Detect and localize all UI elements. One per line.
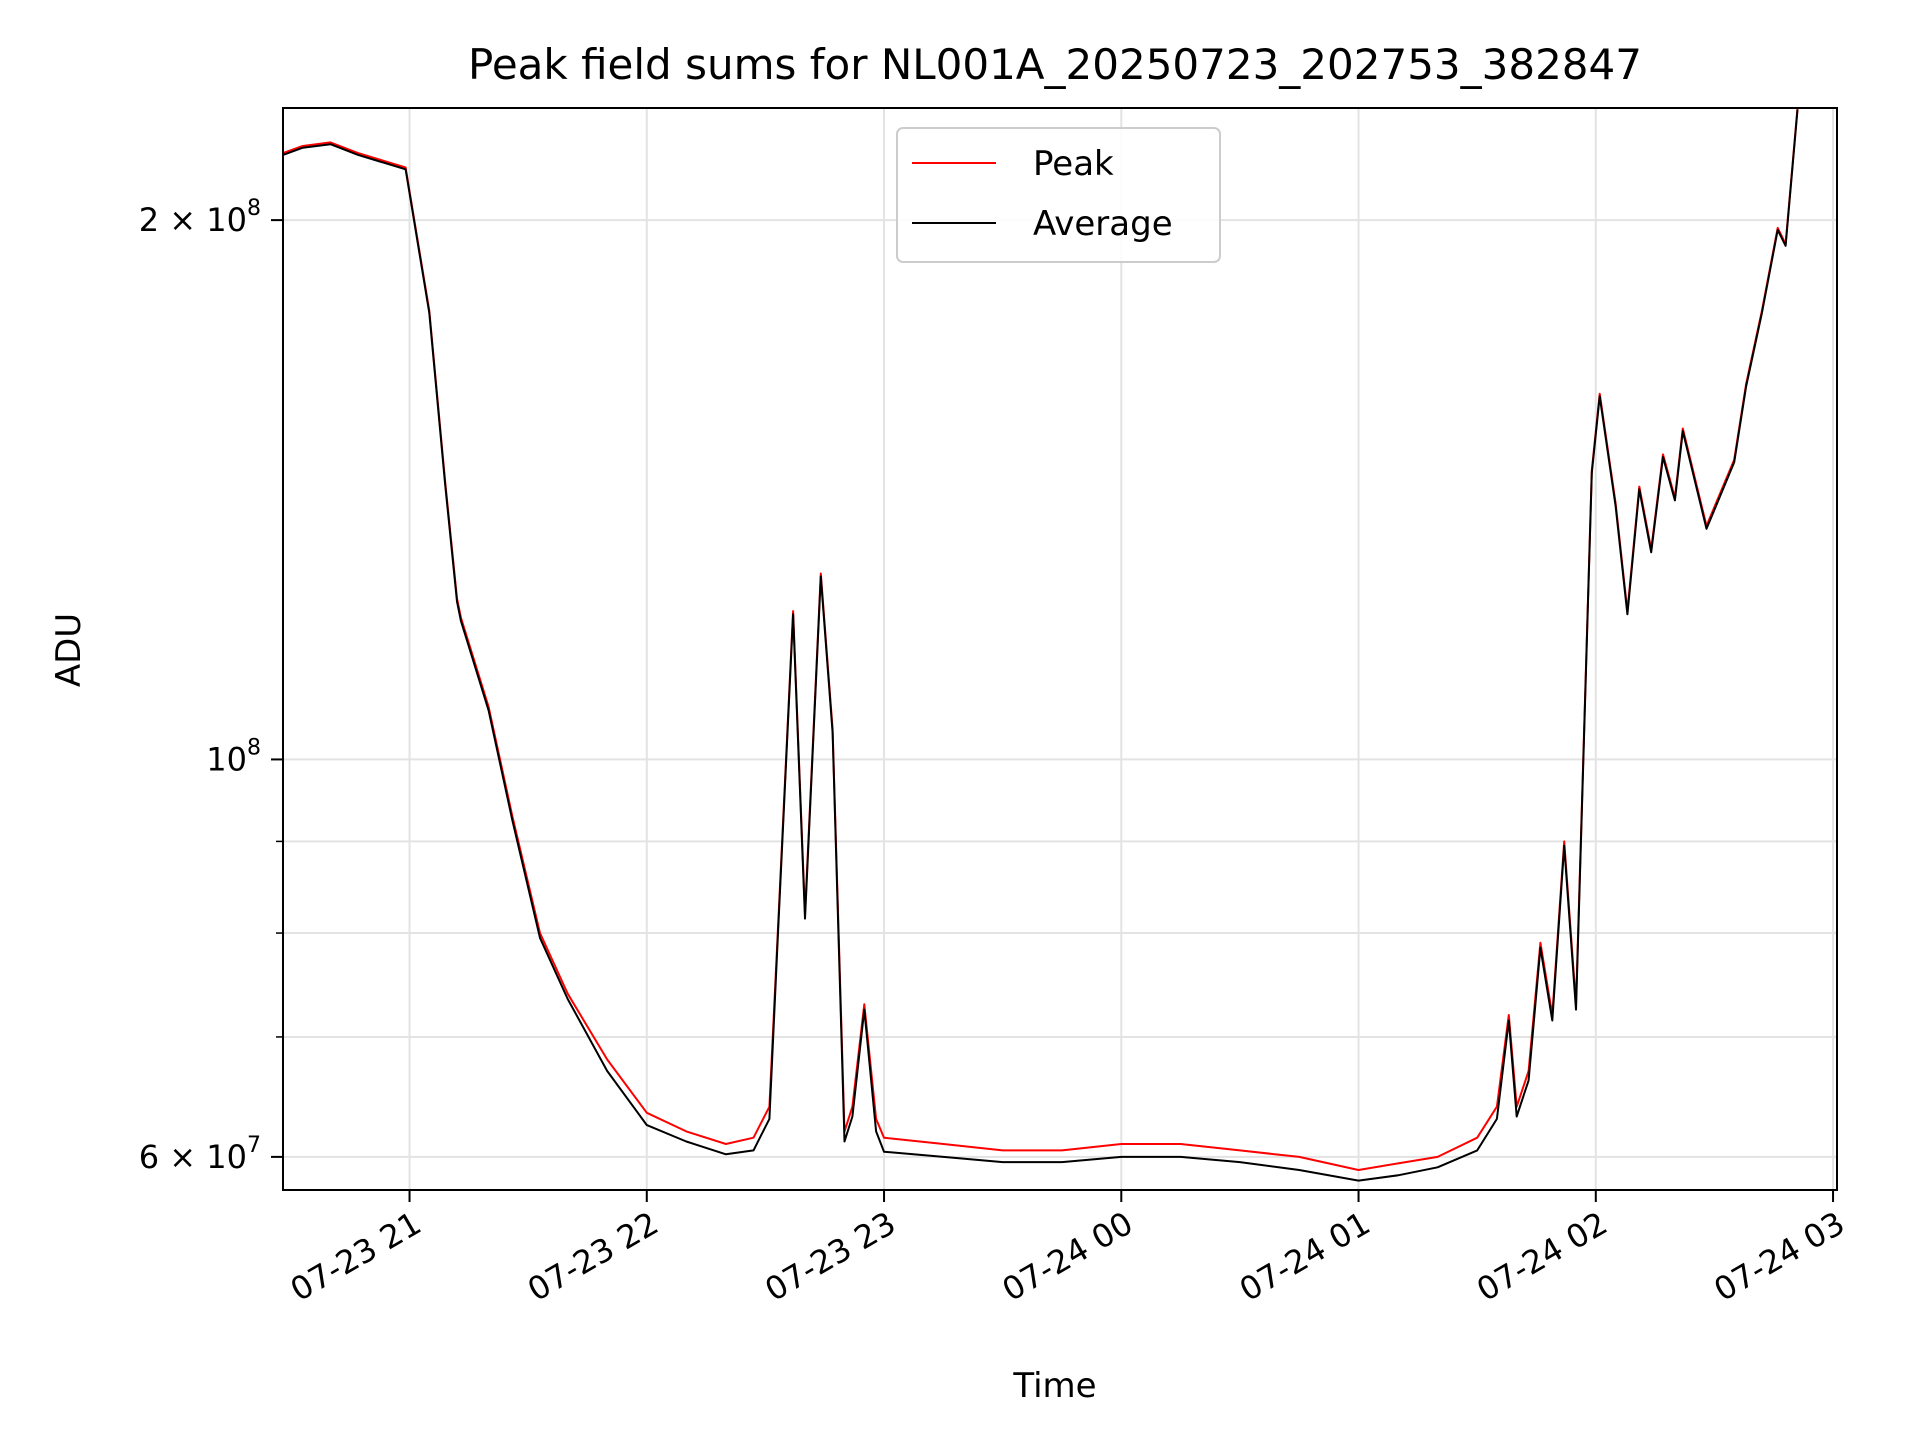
chart-title: Peak field sums for NL001A_20250723_2027… [468, 40, 1642, 89]
y-tick-label: 2 × 108 [139, 196, 261, 239]
legend-label-peak: Peak [1033, 144, 1114, 184]
legend: Peak Average [896, 127, 1221, 263]
legend-box [896, 127, 1221, 263]
plot-series [283, 108, 1799, 1182]
plot-frame [282, 107, 1838, 1191]
x-axis-label: Time [1012, 1366, 1096, 1406]
legend-label-average: Average [1033, 204, 1173, 244]
series-line-average [283, 109, 1799, 1182]
y-axis-label: ADU [49, 613, 89, 687]
y-tick-label: 6 × 107 [139, 1133, 261, 1176]
